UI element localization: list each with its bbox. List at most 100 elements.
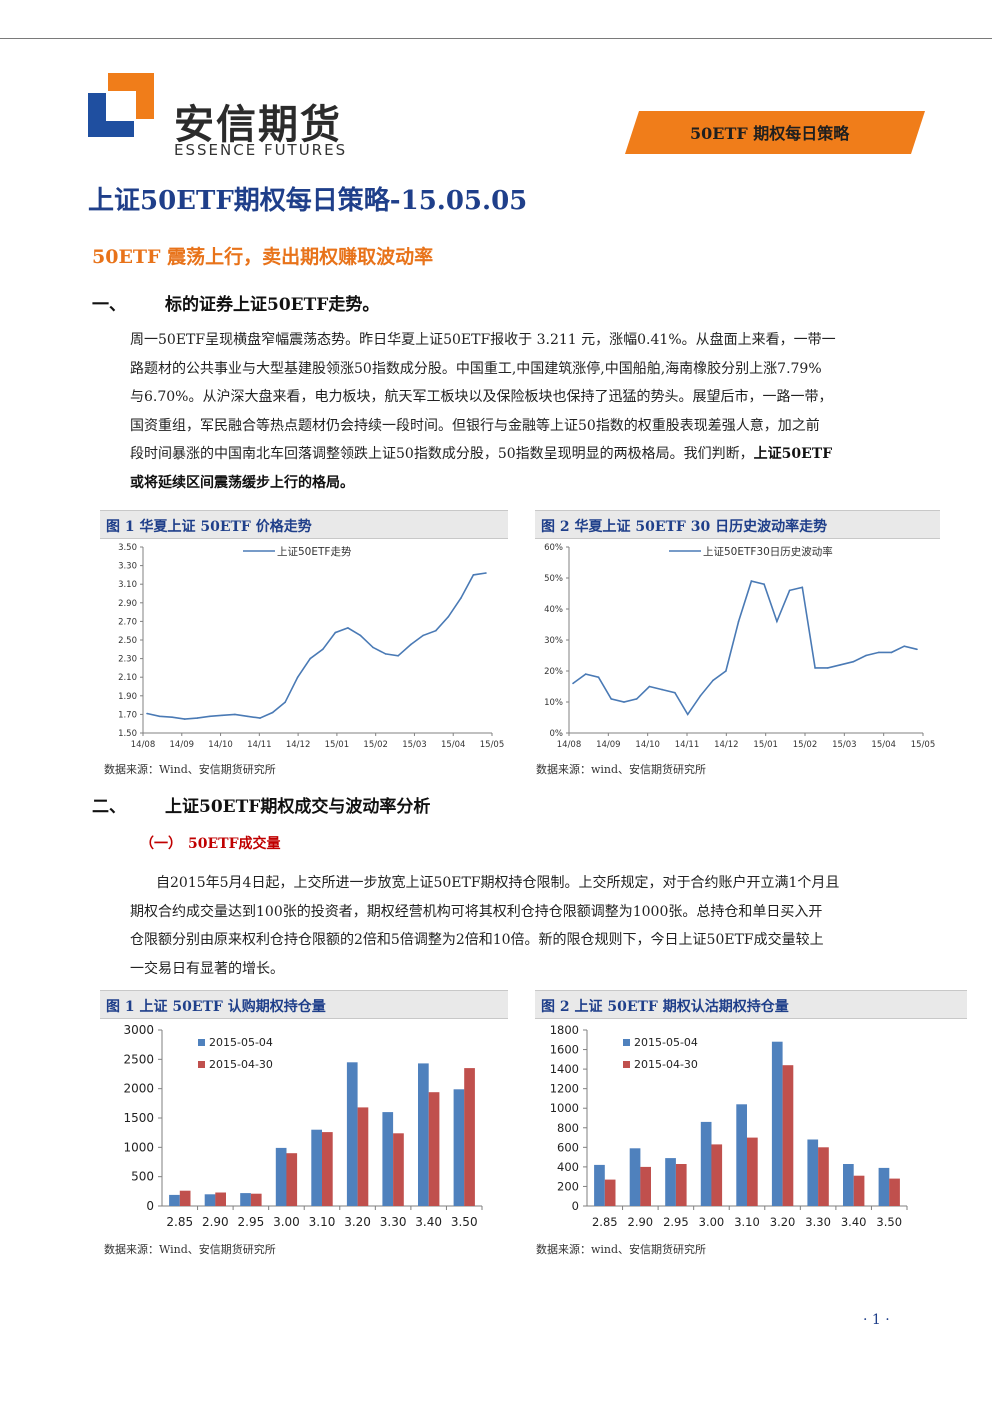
subsection-title: 50ETF成交量 xyxy=(188,836,281,852)
data-point xyxy=(146,712,148,715)
bar xyxy=(675,1164,687,1206)
y-tick-label: 2.70 xyxy=(118,617,137,627)
data-point xyxy=(661,688,663,691)
fig2-header: 图 2 华夏上证 50ETF 30 日历史波动率走势 xyxy=(535,510,940,539)
para-line: 段时间暴涨的中国南北车回落调整领跌上证50指数成分股，50指数呈现明显的两极格局… xyxy=(130,446,833,462)
para-bold-line: 或将延续区间震荡缓步上行的格局。 xyxy=(130,474,354,491)
y-tick-label: 2000 xyxy=(123,1082,154,1096)
document-title: 上证50ETF期权每日策略-15.05.05 xyxy=(88,186,528,216)
banner-text: 50ETF 期权每日策略 xyxy=(690,124,850,143)
data-point xyxy=(737,620,740,623)
y-tick-label: 3.30 xyxy=(118,562,137,572)
bar xyxy=(843,1164,854,1206)
logo-name: 安信期货 xyxy=(174,102,342,148)
bar xyxy=(889,1178,900,1206)
y-tick-label: 2.90 xyxy=(118,599,137,609)
y-tick-label: 1000 xyxy=(550,1101,579,1115)
legend-label: 2015-05-04 xyxy=(634,1036,698,1049)
data-point xyxy=(725,670,727,672)
para-line: 一交易日有显著的增长。 xyxy=(130,960,284,977)
x-tick-label: 15/03 xyxy=(832,740,857,750)
y-tick-label: 1.90 xyxy=(118,692,137,702)
x-tick-label: 2.95 xyxy=(238,1215,265,1229)
x-tick-label: 2.85 xyxy=(166,1215,193,1229)
data-point xyxy=(788,589,791,592)
y-tick-label: 500 xyxy=(131,1170,154,1184)
legend-swatch xyxy=(198,1061,205,1068)
bar xyxy=(782,1065,794,1206)
data-point xyxy=(852,660,855,663)
data-point xyxy=(712,679,714,682)
y-tick-label: 0% xyxy=(550,729,564,739)
data-point xyxy=(409,643,412,646)
fig4-title: 图 2 上证 50ETF 期权认沽期权持仓量 xyxy=(541,999,789,1015)
section2-paragraph: 自2015年5月4日起，上交所进一步放宽上证50ETF期权持仓限制。上交所规定，… xyxy=(130,869,940,983)
bar xyxy=(700,1121,712,1206)
section1-title: 标的证券上证50ETF走势。 xyxy=(165,295,380,315)
document-subhead: 50ETF 震荡上行，卖出期权赚取波动率 xyxy=(92,246,434,268)
data-point xyxy=(322,648,324,651)
logo-tagline: ESSENCE FUTURES xyxy=(174,141,348,159)
y-tick-label: 200 xyxy=(557,1179,579,1193)
data-point xyxy=(296,676,299,678)
legend-swatch xyxy=(623,1039,630,1046)
x-tick-label: 15/03 xyxy=(402,740,427,750)
data-point xyxy=(890,651,893,654)
data-point xyxy=(384,653,387,655)
subsection-number: （一） xyxy=(140,836,182,852)
y-tick-label: 50% xyxy=(544,574,563,584)
fig1-line-chart: 1.50 1.70 1.90 2.10 2.30 2.50 2.70 2.90 3.10 3.30… xyxy=(118,543,504,750)
data-point xyxy=(597,676,600,678)
fig3-title: 图 1 上证 50ETF 认购期权持仓量 xyxy=(106,999,326,1015)
x-tick-label: 15/04 xyxy=(871,740,896,750)
y-tick-label: 0 xyxy=(146,1199,154,1213)
x-tick-label: 3.00 xyxy=(273,1215,300,1229)
bar xyxy=(453,1089,465,1206)
y-tick-label: 2.50 xyxy=(118,636,137,646)
para-line: 周一50ETF呈现横盘窄幅震荡态势。昨日华夏上证50ETF报收于 3.211 元… xyxy=(130,332,836,348)
x-tick-label: 3.00 xyxy=(699,1215,725,1229)
x-tick-label: 3.10 xyxy=(309,1215,336,1229)
fig2-line-chart: 0% 10% 20% 30% 40% 50% 60% 14/08 14/09 14/10 14/11… xyxy=(544,543,935,750)
data-point xyxy=(878,651,880,654)
bar xyxy=(275,1147,287,1206)
top-rule xyxy=(0,38,992,39)
fig1-header: 图 1 华夏上证 50ETF 价格走势 xyxy=(100,510,508,539)
y-tick-label: 20% xyxy=(544,667,563,677)
bar xyxy=(357,1107,369,1206)
x-tick-label: 3.30 xyxy=(805,1215,831,1229)
bar xyxy=(382,1112,394,1206)
bar xyxy=(878,1167,890,1206)
data-point xyxy=(584,673,587,675)
x-tick-label: 14/10 xyxy=(208,740,233,750)
bar xyxy=(853,1175,865,1206)
bar xyxy=(240,1193,251,1206)
legend-label: 上证50ETF走势 xyxy=(277,545,352,558)
x-tick-label: 14/11 xyxy=(247,740,271,750)
y-tick-label: 1500 xyxy=(123,1111,154,1125)
bar xyxy=(594,1164,605,1206)
data-point xyxy=(635,698,638,700)
data-point xyxy=(422,634,425,637)
x-tick-label: 3.40 xyxy=(841,1215,867,1229)
y-tick-label: 3000 xyxy=(123,1023,154,1037)
x-tick-label: 2.95 xyxy=(663,1215,689,1229)
para-line: 国资重组，军民融合等热点题材仍会持续一段时间。但银行与金融等上证50指数的权重股… xyxy=(130,417,820,434)
bar xyxy=(215,1192,226,1206)
fig1-title: 图 1 华夏上证 50ETF 价格走势 xyxy=(106,519,312,535)
bar xyxy=(640,1166,651,1206)
fig1-source: 数据来源：Wind、安信期货研究所 xyxy=(104,763,276,776)
para-line: 仓限额分别由原来权利仓持仓限额的2倍和5倍调整为2倍和10倍。新的限仓规则下，今… xyxy=(130,932,824,948)
bar xyxy=(393,1133,404,1206)
x-tick-label: 3.10 xyxy=(734,1215,760,1229)
para-line: 路题材的公共事业与大型基建股领涨50指数成分股。中国重工,中国建筑涨停,中国船舶… xyxy=(130,360,822,377)
data-point xyxy=(171,716,173,718)
bar xyxy=(629,1148,641,1206)
legend-label: 2015-04-30 xyxy=(634,1058,698,1071)
y-tick-label: 2500 xyxy=(123,1052,154,1066)
data-point xyxy=(397,655,399,657)
x-tick-label: 15/01 xyxy=(325,740,350,750)
x-tick-label: 14/08 xyxy=(131,740,156,750)
bar xyxy=(179,1190,191,1206)
data-point xyxy=(485,572,487,574)
